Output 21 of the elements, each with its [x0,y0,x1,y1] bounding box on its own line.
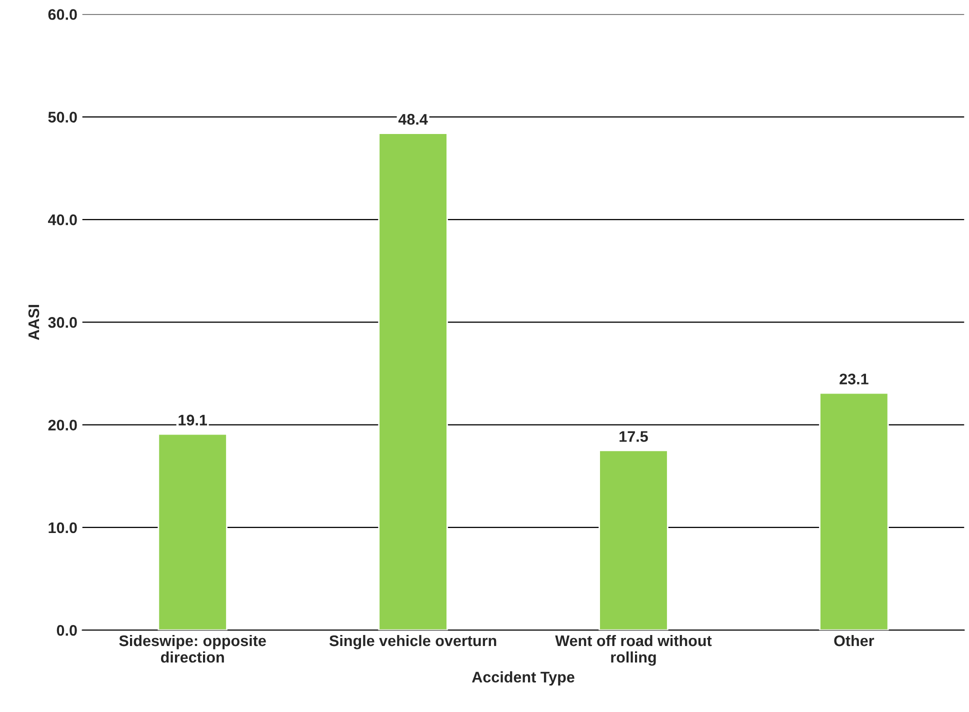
data-label: 48.4 [398,114,428,125]
x-tick-label: Other [834,634,874,646]
x-axis-title: Accident Type [472,671,574,686]
bar [598,450,668,630]
x-tick-label: Sideswipe: opposite direction [119,634,266,663]
y-tick-label: 10.0 [48,522,77,534]
y-tick-label: 60.0 [48,9,77,20]
y-tick-label: 50.0 [48,112,77,123]
y-tick-label: 30.0 [48,317,77,328]
data-label: 23.1 [840,374,868,384]
x-tick-label: Went off road without rolling [555,634,712,666]
data-label: 17.5 [620,431,648,442]
y-tick-label: 0.0 [56,624,77,636]
bar [378,132,448,630]
bar [819,392,889,630]
y-axis-title: AASI [28,304,40,340]
x-tick-label: Single vehicle overturn [329,634,496,650]
y-tick-label: 20.0 [48,420,77,431]
y-tick-label: 40.0 [48,214,77,226]
data-label: 19.1 [178,414,208,426]
bar [158,433,228,630]
